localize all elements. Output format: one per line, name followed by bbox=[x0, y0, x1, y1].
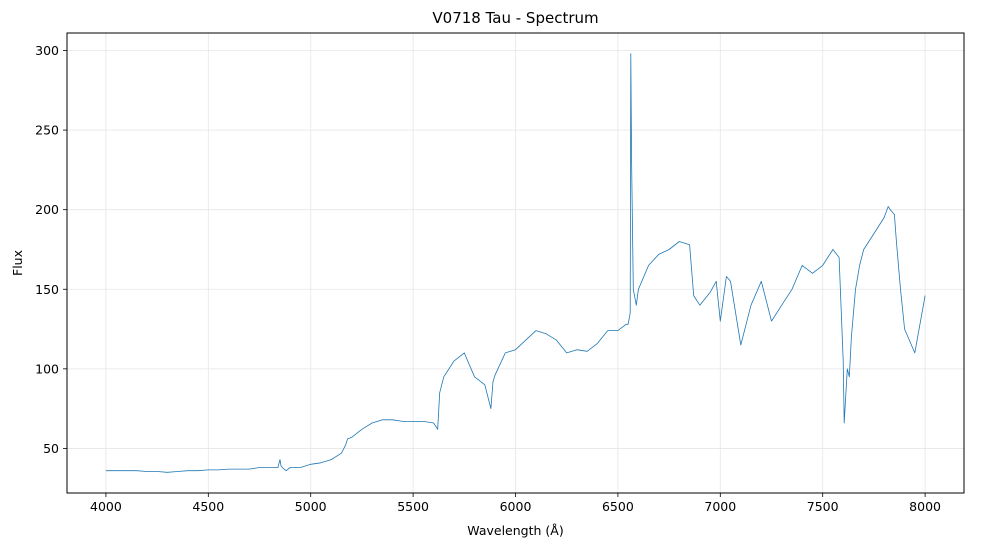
spectrum-line bbox=[105, 53, 926, 473]
y-tick-label: 250 bbox=[35, 123, 59, 138]
x-tick-label: 4500 bbox=[192, 499, 224, 514]
y-axis-label: Flux bbox=[10, 250, 25, 276]
x-tick-label: 5500 bbox=[397, 499, 429, 514]
x-tick-label: 8000 bbox=[909, 499, 941, 514]
x-tick-label: 7000 bbox=[704, 499, 736, 514]
y-tick-label: 300 bbox=[35, 43, 59, 58]
y-tick-label: 50 bbox=[43, 441, 59, 456]
y-tick-label: 150 bbox=[35, 282, 59, 297]
x-tick-label: 6000 bbox=[500, 499, 532, 514]
chart-title: V0718 Tau - Spectrum bbox=[432, 9, 598, 27]
x-tick-label: 5000 bbox=[295, 499, 327, 514]
x-tick-label: 4000 bbox=[90, 499, 122, 514]
grid bbox=[67, 33, 964, 493]
x-axis-label: Wavelength (Å) bbox=[467, 523, 563, 538]
y-tick-label: 200 bbox=[35, 202, 59, 217]
x-tick-label: 6500 bbox=[602, 499, 634, 514]
x-tick-label: 7500 bbox=[807, 499, 839, 514]
axes-ticks: 4000 4500 5000 5500 6000 6500 7000 7500 8000 50 10… bbox=[35, 43, 941, 514]
y-tick-label: 100 bbox=[35, 361, 59, 376]
